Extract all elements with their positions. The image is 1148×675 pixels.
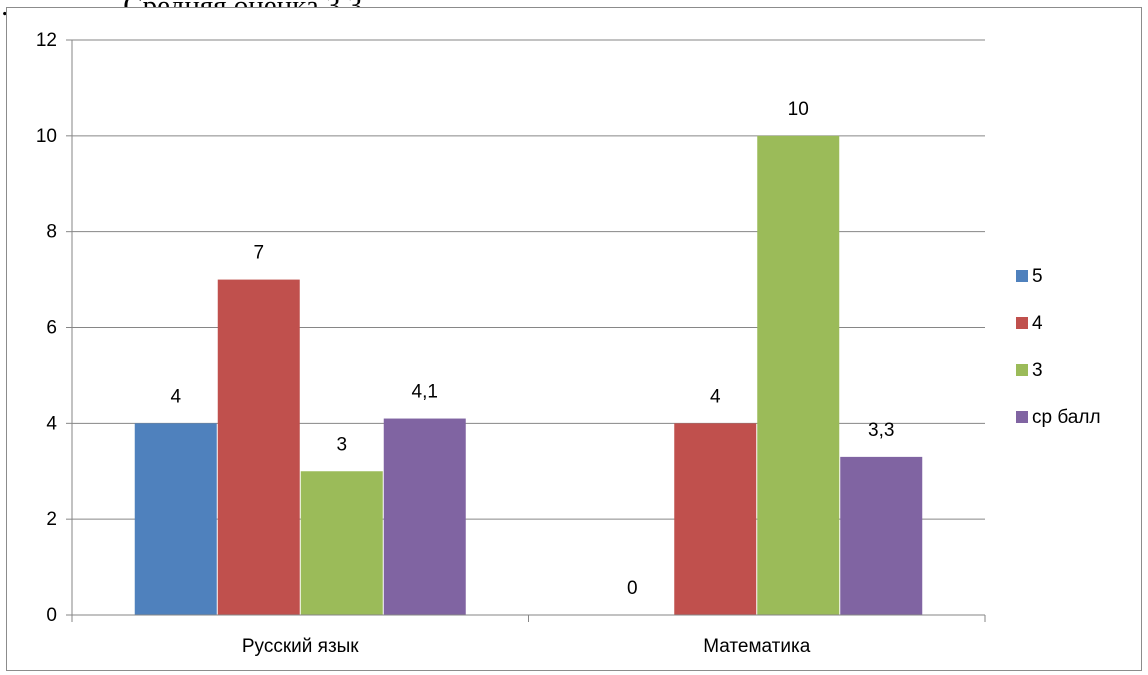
y-tick-label: 2 (46, 509, 57, 530)
data-label: 3,3 (868, 420, 894, 441)
data-label: 4 (710, 386, 721, 407)
data-label: 7 (253, 243, 264, 264)
category-label: Математика (703, 636, 811, 657)
legend-swatch (1016, 317, 1028, 329)
y-tick-label: 0 (46, 605, 57, 626)
data-label: 3 (336, 434, 347, 455)
legend-label: ср балл (1032, 407, 1101, 428)
y-tick-label: 6 (46, 318, 57, 339)
data-label: 10 (788, 99, 809, 120)
bar-3-1 (300, 471, 383, 615)
bar-4-2 (840, 456, 923, 615)
data-label: 4 (170, 386, 181, 407)
data-label: 4,1 (412, 382, 438, 403)
legend-swatch (1016, 411, 1028, 423)
y-tick-label: 8 (46, 222, 57, 243)
y-tick-label: 12 (36, 30, 57, 51)
legend-swatch (1016, 270, 1028, 282)
chart-frame: 0 2 4 6 8 10 12 Русский язык Математика 4 7 3 4,1 0 4… (6, 7, 1142, 671)
legend-swatch (1016, 364, 1028, 376)
bar-2-2 (674, 423, 757, 615)
data-labels: 4 7 3 4,1 0 4 10 3,3 (170, 99, 894, 599)
category-label: Русский язык (242, 636, 359, 657)
y-tick-label: 10 (36, 126, 57, 147)
legend-label: 5 (1032, 266, 1043, 287)
bar-4-1 (383, 418, 466, 615)
data-label: 0 (627, 578, 638, 599)
bar-2-1 (217, 279, 300, 615)
bars (134, 135, 923, 615)
axes: 0 2 4 6 8 10 12 Русский язык Математика (36, 30, 986, 657)
legend-label: 4 (1032, 313, 1043, 334)
legend: 5 4 3 ср балл (1016, 266, 1101, 428)
bar-3-2 (757, 135, 840, 615)
bar-1-1 (134, 423, 217, 615)
legend-label: 3 (1032, 360, 1043, 381)
y-tick-label: 4 (46, 413, 57, 434)
